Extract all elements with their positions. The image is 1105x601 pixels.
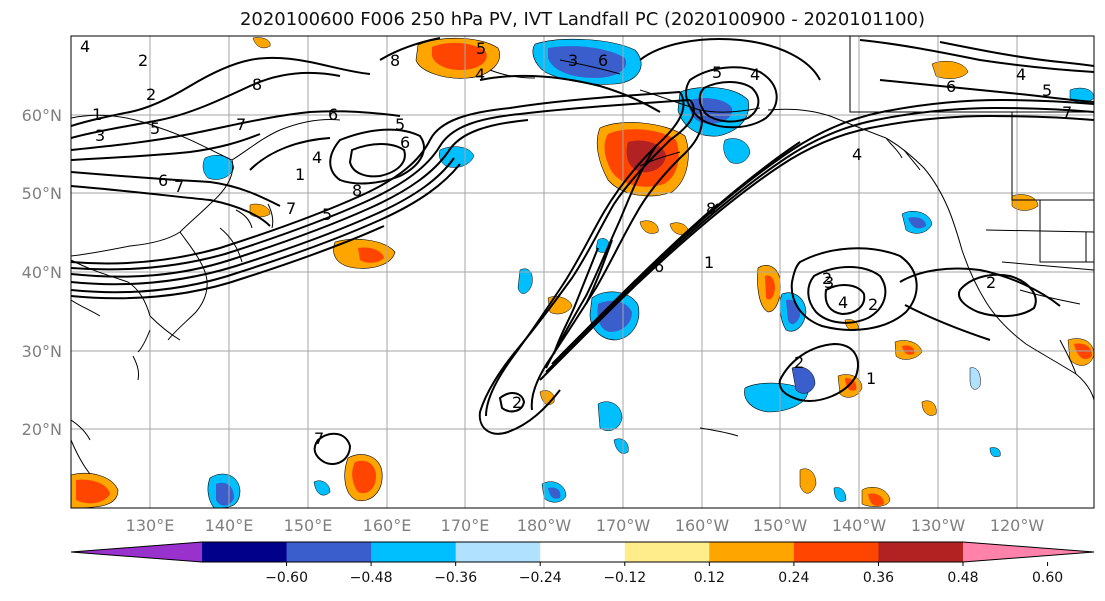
contour-labels: 4 2 1 3 5 6 7 8 2 5 4 6 8 7 5 6 4 8 1 5 …	[80, 37, 1072, 448]
contour-label: 2	[868, 295, 878, 314]
contour-label: 6	[158, 171, 168, 190]
contour-label: 2	[138, 51, 148, 70]
contour-label: 8	[352, 181, 362, 200]
lon-label: 130°E	[126, 516, 175, 535]
contour-label: 2	[794, 353, 804, 372]
lon-label: 130°W	[911, 516, 966, 535]
contour-label: 4	[312, 148, 322, 167]
map-frame	[70, 35, 1095, 509]
contour-label: 4	[1016, 65, 1026, 84]
contour-label: 5	[1042, 81, 1052, 100]
contour-label: 5	[395, 115, 405, 134]
contour-label: 4	[475, 65, 485, 84]
contour-label: 4	[838, 293, 848, 312]
contour-label: 6	[400, 133, 410, 152]
lon-label: 140°E	[205, 516, 254, 535]
contour-label: 6	[598, 51, 608, 70]
contour-label: 8	[252, 75, 262, 94]
lon-label: 140°W	[832, 516, 887, 535]
contour-label: 2	[512, 393, 522, 412]
contour-label: 1	[866, 369, 876, 388]
contour-label: 3	[95, 126, 105, 145]
contour-label: 3	[824, 273, 834, 292]
lon-label: 180°W	[517, 516, 572, 535]
colorbar-outline	[70, 541, 1095, 563]
contour-label: 2	[986, 273, 996, 292]
colorbar-tick-label: 0.36	[863, 570, 894, 586]
contour-label: 7	[286, 199, 296, 218]
colorbar-swatch	[624, 542, 710, 562]
contour-label: 1	[295, 165, 305, 184]
lat-label: 40°N	[22, 263, 62, 282]
colorbar-tick-label: −0.48	[350, 570, 393, 586]
contour-label: 1	[704, 253, 714, 272]
lon-label: 160°W	[675, 516, 730, 535]
colorbar-swatch	[540, 542, 626, 562]
lon-label: 120°W	[990, 516, 1045, 535]
lat-label: 30°N	[22, 342, 62, 361]
contour-label: 6	[654, 257, 664, 276]
map-title: 2020100600 F006 250 hPa PV, IVT Landfall…	[239, 9, 926, 30]
lon-label: 150°E	[284, 516, 333, 535]
colorbar-swatch	[709, 542, 795, 562]
contour-label: 1	[92, 105, 102, 124]
contour-label: 6	[328, 105, 338, 124]
contour-label: 5	[322, 205, 332, 224]
colorbar-tick-label: −0.60	[265, 570, 308, 586]
colorbar-tick-label: −0.24	[519, 570, 562, 586]
lat-label: 20°N	[22, 420, 62, 439]
colorbar-swatch	[793, 542, 879, 562]
pv-contours	[71, 37, 1094, 465]
lon-label: 150°W	[753, 516, 808, 535]
contour-label: 4	[750, 65, 760, 84]
latitude-labels: 60°N 50°N 40°N 30°N 20°N	[22, 106, 62, 439]
contour-label: 7	[236, 115, 246, 134]
colorbar-swatch	[202, 542, 288, 562]
longitude-labels: 130°E 140°E 150°E 160°E 170°E 180°W 170°…	[126, 516, 1045, 535]
contour-label: 3	[568, 51, 578, 70]
colorbar-extend-min	[71, 542, 202, 562]
contour-label: 6	[946, 77, 956, 96]
lat-label: 50°N	[22, 184, 62, 203]
contour-label: 5	[712, 63, 722, 82]
contour-label: 7	[314, 429, 324, 448]
colorbar-swatch	[878, 542, 964, 562]
colorbar-swatch	[455, 542, 541, 562]
coastlines	[71, 36, 1094, 475]
colorbar-swatch	[371, 542, 457, 562]
lon-label: 170°E	[441, 516, 490, 535]
colorbar-tick-label: 0.24	[778, 570, 809, 586]
colorbar-tick-label: 0.48	[947, 570, 978, 586]
contour-label: 5	[476, 39, 486, 58]
contour-label: 4	[852, 145, 862, 164]
contour-label: 5	[150, 119, 160, 138]
lon-label: 170°W	[596, 516, 651, 535]
colorbar: −0.60 −0.48 −0.36 −0.24 −0.12 0.12 0.24 0.36 0.4…	[70, 541, 1095, 586]
colorbar-tick-label: −0.12	[603, 570, 646, 586]
contour-label: 7	[1062, 103, 1072, 122]
lon-label: 160°E	[363, 516, 412, 535]
colorbar-tick-label: 0.60	[1032, 570, 1063, 586]
contour-label: 7	[174, 177, 184, 196]
contour-label: 8	[390, 51, 400, 70]
lat-label: 60°N	[22, 106, 62, 125]
contour-label: 4	[80, 37, 90, 56]
contour-label: 2	[146, 85, 156, 104]
colorbar-tick-label: −0.36	[434, 570, 477, 586]
contour-label: 2	[822, 269, 832, 288]
colorbar-tick-label: 0.12	[694, 570, 725, 586]
contour-label: 8	[706, 199, 716, 218]
colorbar-extend-max	[963, 542, 1094, 562]
pv-shading	[71, 37, 1094, 508]
colorbar-swatch	[286, 542, 372, 562]
